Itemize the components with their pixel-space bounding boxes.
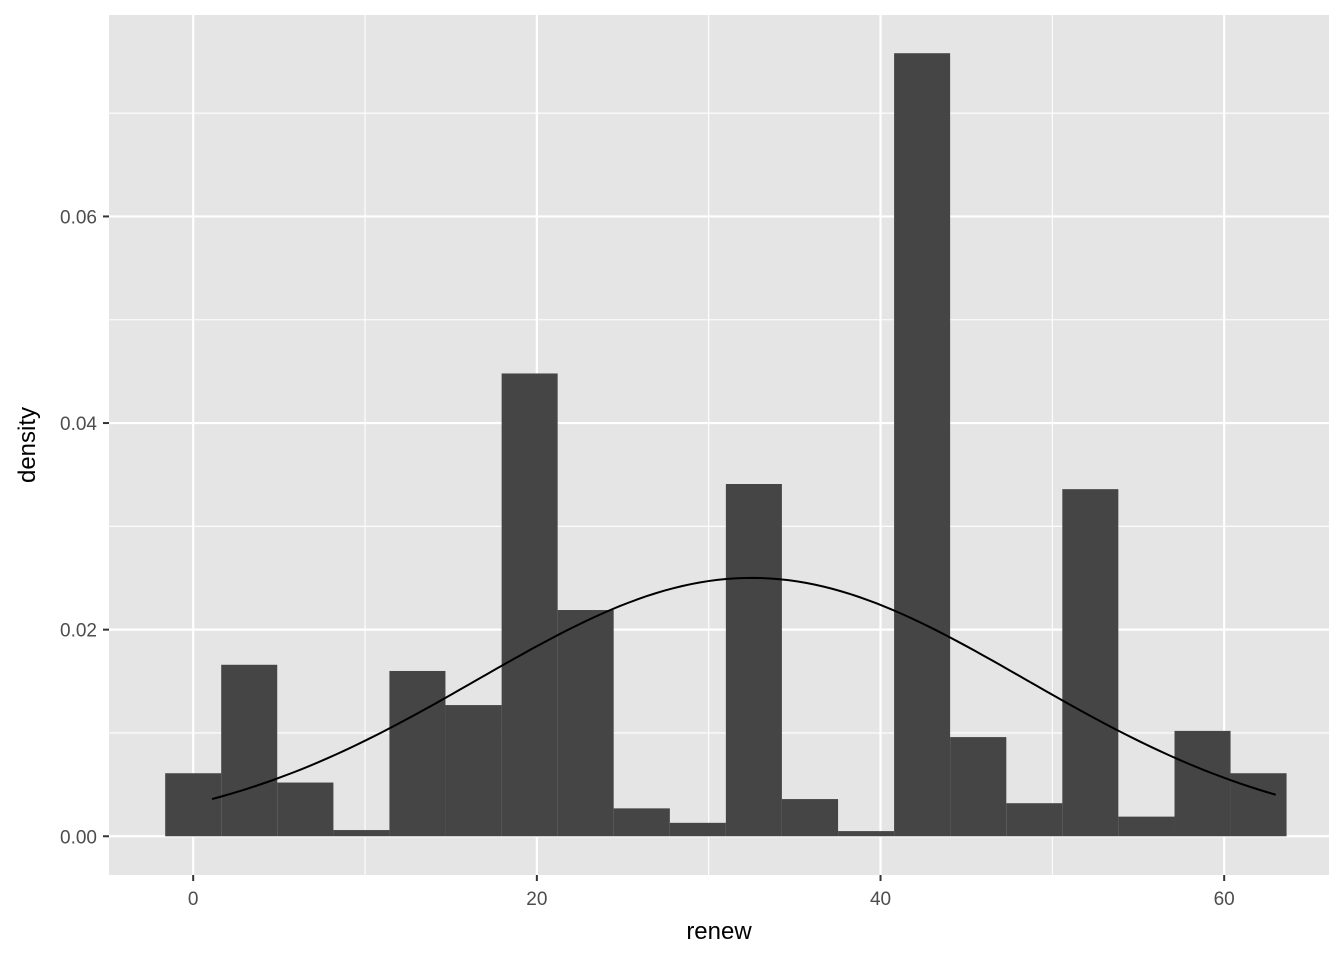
- histogram-bar: [165, 773, 222, 837]
- minor-gridlines: [109, 15, 1329, 875]
- y-axis: 0.00 0.02 0.04 0.06: [60, 207, 109, 848]
- x-tick-label: 60: [1214, 889, 1235, 910]
- histogram-bar: [781, 799, 839, 837]
- histogram-bar: [1006, 803, 1063, 837]
- density-curve: [211, 576, 1277, 801]
- histogram-bar: [669, 822, 726, 837]
- histogram-bar: [557, 610, 614, 837]
- histogram-bar: [445, 705, 502, 837]
- panel-background: [109, 15, 1329, 875]
- histogram-bar: [501, 373, 558, 837]
- y-tick-label: 0.04: [60, 414, 97, 435]
- histogram-bar: [1118, 816, 1175, 837]
- histogram-bar: [389, 670, 446, 837]
- x-tick-label: 20: [526, 889, 547, 910]
- histogram-bars: [165, 53, 1287, 837]
- major-gridlines: [109, 15, 1329, 875]
- x-axis: 0 20 40 60: [188, 875, 1235, 910]
- y-axis-title: density: [14, 407, 41, 483]
- histogram-bar: [277, 782, 334, 837]
- y-tick-label: 0.06: [60, 207, 97, 228]
- x-tick-label: 0: [188, 889, 199, 910]
- histogram-bar: [725, 483, 782, 837]
- x-axis-title: renew: [686, 918, 752, 945]
- histogram-bar: [950, 737, 1007, 837]
- histogram-bar: [221, 664, 278, 837]
- histogram-bar: [613, 808, 670, 837]
- histogram-bar: [838, 831, 895, 837]
- y-tick-label: 0.02: [60, 621, 97, 642]
- x-tick-label: 40: [870, 889, 891, 910]
- histogram-bar: [1062, 489, 1119, 837]
- histogram-bar: [333, 830, 390, 837]
- histogram-bar: [894, 53, 951, 837]
- histogram-bar: [1174, 730, 1231, 837]
- y-tick-label: 0.00: [60, 827, 97, 848]
